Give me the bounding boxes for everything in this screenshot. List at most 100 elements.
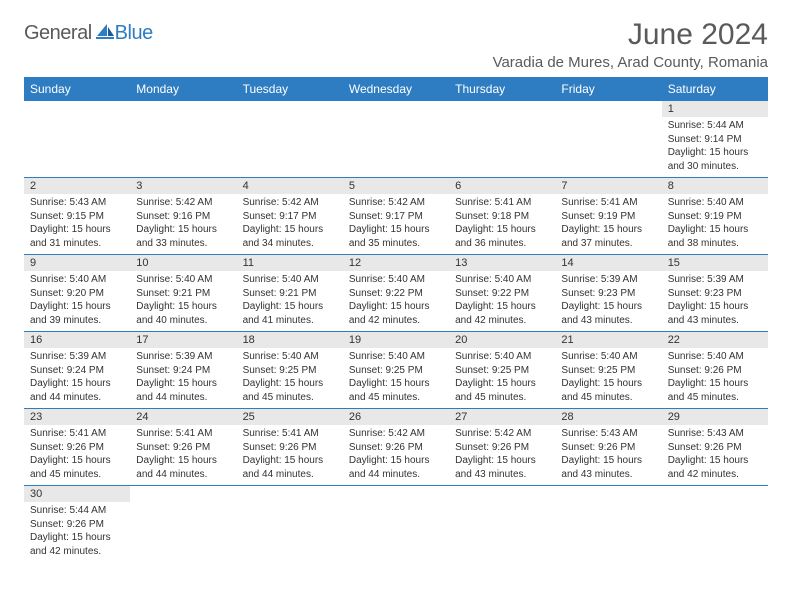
day-line-sunrise: Sunrise: 5:42 AM bbox=[243, 196, 337, 210]
day-line-sunset: Sunset: 9:24 PM bbox=[136, 364, 230, 378]
calendar-day-cell bbox=[555, 101, 661, 178]
calendar-day-cell bbox=[555, 486, 661, 563]
day-line-dl2: and 44 minutes. bbox=[30, 391, 124, 405]
logo-word2: Blue bbox=[115, 22, 153, 45]
day-line-sunset: Sunset: 9:18 PM bbox=[455, 210, 549, 224]
day-details: Sunrise: 5:40 AMSunset: 9:21 PMDaylight:… bbox=[237, 271, 343, 331]
calendar-day-cell: 14Sunrise: 5:39 AMSunset: 9:23 PMDayligh… bbox=[555, 255, 661, 332]
day-line-sunset: Sunset: 9:22 PM bbox=[349, 287, 443, 301]
day-details: Sunrise: 5:41 AMSunset: 9:26 PMDaylight:… bbox=[24, 425, 130, 485]
day-line-dl2: and 45 minutes. bbox=[349, 391, 443, 405]
logo-sail-icon bbox=[95, 22, 115, 45]
title-block: June 2024 Varadia de Mures, Arad County,… bbox=[493, 18, 768, 71]
calendar-day-cell: 16Sunrise: 5:39 AMSunset: 9:24 PMDayligh… bbox=[24, 332, 130, 409]
day-details: Sunrise: 5:40 AMSunset: 9:19 PMDaylight:… bbox=[662, 194, 768, 254]
day-line-sunset: Sunset: 9:14 PM bbox=[668, 133, 762, 147]
weekday-header: Thursday bbox=[449, 77, 555, 101]
calendar-week-row: 1Sunrise: 5:44 AMSunset: 9:14 PMDaylight… bbox=[24, 101, 768, 178]
calendar-day-cell: 3Sunrise: 5:42 AMSunset: 9:16 PMDaylight… bbox=[130, 178, 236, 255]
calendar-week-row: 23Sunrise: 5:41 AMSunset: 9:26 PMDayligh… bbox=[24, 409, 768, 486]
calendar-day-cell: 1Sunrise: 5:44 AMSunset: 9:14 PMDaylight… bbox=[662, 101, 768, 178]
day-line-dl1: Daylight: 15 hours bbox=[30, 454, 124, 468]
day-line-dl2: and 41 minutes. bbox=[243, 314, 337, 328]
day-line-sunset: Sunset: 9:20 PM bbox=[30, 287, 124, 301]
day-line-dl1: Daylight: 15 hours bbox=[243, 377, 337, 391]
day-line-dl2: and 45 minutes. bbox=[30, 468, 124, 482]
day-line-sunset: Sunset: 9:23 PM bbox=[668, 287, 762, 301]
day-line-sunrise: Sunrise: 5:41 AM bbox=[561, 196, 655, 210]
day-details: Sunrise: 5:40 AMSunset: 9:21 PMDaylight:… bbox=[130, 271, 236, 331]
day-line-dl1: Daylight: 15 hours bbox=[561, 300, 655, 314]
day-number: 6 bbox=[449, 178, 555, 194]
weekday-header: Monday bbox=[130, 77, 236, 101]
calendar-day-cell: 18Sunrise: 5:40 AMSunset: 9:25 PMDayligh… bbox=[237, 332, 343, 409]
calendar-day-cell: 4Sunrise: 5:42 AMSunset: 9:17 PMDaylight… bbox=[237, 178, 343, 255]
day-number: 8 bbox=[662, 178, 768, 194]
day-details: Sunrise: 5:43 AMSunset: 9:15 PMDaylight:… bbox=[24, 194, 130, 254]
day-line-dl2: and 42 minutes. bbox=[30, 545, 124, 559]
day-line-sunset: Sunset: 9:19 PM bbox=[561, 210, 655, 224]
day-line-sunset: Sunset: 9:26 PM bbox=[668, 364, 762, 378]
calendar-day-cell: 28Sunrise: 5:43 AMSunset: 9:26 PMDayligh… bbox=[555, 409, 661, 486]
day-line-sunrise: Sunrise: 5:43 AM bbox=[30, 196, 124, 210]
day-details: Sunrise: 5:40 AMSunset: 9:26 PMDaylight:… bbox=[662, 348, 768, 408]
day-line-dl2: and 42 minutes. bbox=[455, 314, 549, 328]
day-details: Sunrise: 5:42 AMSunset: 9:26 PMDaylight:… bbox=[343, 425, 449, 485]
calendar-day-cell bbox=[237, 486, 343, 563]
day-details: Sunrise: 5:40 AMSunset: 9:25 PMDaylight:… bbox=[237, 348, 343, 408]
day-line-sunset: Sunset: 9:23 PM bbox=[561, 287, 655, 301]
day-number: 16 bbox=[24, 332, 130, 348]
day-line-sunset: Sunset: 9:25 PM bbox=[455, 364, 549, 378]
day-details: Sunrise: 5:43 AMSunset: 9:26 PMDaylight:… bbox=[555, 425, 661, 485]
day-number: 11 bbox=[237, 255, 343, 271]
day-line-dl1: Daylight: 15 hours bbox=[30, 531, 124, 545]
day-number: 17 bbox=[130, 332, 236, 348]
day-line-sunset: Sunset: 9:25 PM bbox=[349, 364, 443, 378]
calendar-day-cell: 20Sunrise: 5:40 AMSunset: 9:25 PMDayligh… bbox=[449, 332, 555, 409]
weekday-header: Sunday bbox=[24, 77, 130, 101]
day-line-sunset: Sunset: 9:17 PM bbox=[349, 210, 443, 224]
day-number: 18 bbox=[237, 332, 343, 348]
day-number: 25 bbox=[237, 409, 343, 425]
calendar-week-row: 16Sunrise: 5:39 AMSunset: 9:24 PMDayligh… bbox=[24, 332, 768, 409]
day-line-sunset: Sunset: 9:19 PM bbox=[668, 210, 762, 224]
day-number: 19 bbox=[343, 332, 449, 348]
calendar-table: Sunday Monday Tuesday Wednesday Thursday… bbox=[24, 77, 768, 562]
day-line-dl1: Daylight: 15 hours bbox=[30, 300, 124, 314]
day-line-dl1: Daylight: 15 hours bbox=[668, 146, 762, 160]
day-number: 23 bbox=[24, 409, 130, 425]
calendar-day-cell: 7Sunrise: 5:41 AMSunset: 9:19 PMDaylight… bbox=[555, 178, 661, 255]
day-line-dl2: and 33 minutes. bbox=[136, 237, 230, 251]
day-line-sunset: Sunset: 9:26 PM bbox=[30, 441, 124, 455]
weekday-header: Saturday bbox=[662, 77, 768, 101]
day-line-dl1: Daylight: 15 hours bbox=[136, 454, 230, 468]
calendar-day-cell: 25Sunrise: 5:41 AMSunset: 9:26 PMDayligh… bbox=[237, 409, 343, 486]
month-title: June 2024 bbox=[493, 18, 768, 52]
day-line-sunset: Sunset: 9:25 PM bbox=[243, 364, 337, 378]
day-line-sunrise: Sunrise: 5:41 AM bbox=[455, 196, 549, 210]
day-line-dl2: and 31 minutes. bbox=[30, 237, 124, 251]
day-line-dl2: and 39 minutes. bbox=[30, 314, 124, 328]
day-line-dl1: Daylight: 15 hours bbox=[561, 377, 655, 391]
day-line-dl2: and 38 minutes. bbox=[668, 237, 762, 251]
day-number: 9 bbox=[24, 255, 130, 271]
calendar-day-cell: 23Sunrise: 5:41 AMSunset: 9:26 PMDayligh… bbox=[24, 409, 130, 486]
day-line-sunrise: Sunrise: 5:40 AM bbox=[561, 350, 655, 364]
day-line-dl1: Daylight: 15 hours bbox=[136, 300, 230, 314]
calendar-day-cell: 27Sunrise: 5:42 AMSunset: 9:26 PMDayligh… bbox=[449, 409, 555, 486]
day-details: Sunrise: 5:40 AMSunset: 9:25 PMDaylight:… bbox=[555, 348, 661, 408]
day-line-dl1: Daylight: 15 hours bbox=[243, 300, 337, 314]
day-line-dl2: and 45 minutes. bbox=[561, 391, 655, 405]
day-line-dl2: and 44 minutes. bbox=[243, 468, 337, 482]
day-details: Sunrise: 5:42 AMSunset: 9:17 PMDaylight:… bbox=[343, 194, 449, 254]
day-line-sunset: Sunset: 9:26 PM bbox=[668, 441, 762, 455]
day-line-dl1: Daylight: 15 hours bbox=[668, 300, 762, 314]
calendar-day-cell bbox=[343, 101, 449, 178]
calendar-day-cell: 17Sunrise: 5:39 AMSunset: 9:24 PMDayligh… bbox=[130, 332, 236, 409]
day-number: 14 bbox=[555, 255, 661, 271]
day-line-dl1: Daylight: 15 hours bbox=[136, 223, 230, 237]
day-details: Sunrise: 5:43 AMSunset: 9:26 PMDaylight:… bbox=[662, 425, 768, 485]
calendar-day-cell: 13Sunrise: 5:40 AMSunset: 9:22 PMDayligh… bbox=[449, 255, 555, 332]
day-number: 22 bbox=[662, 332, 768, 348]
day-line-sunset: Sunset: 9:16 PM bbox=[136, 210, 230, 224]
